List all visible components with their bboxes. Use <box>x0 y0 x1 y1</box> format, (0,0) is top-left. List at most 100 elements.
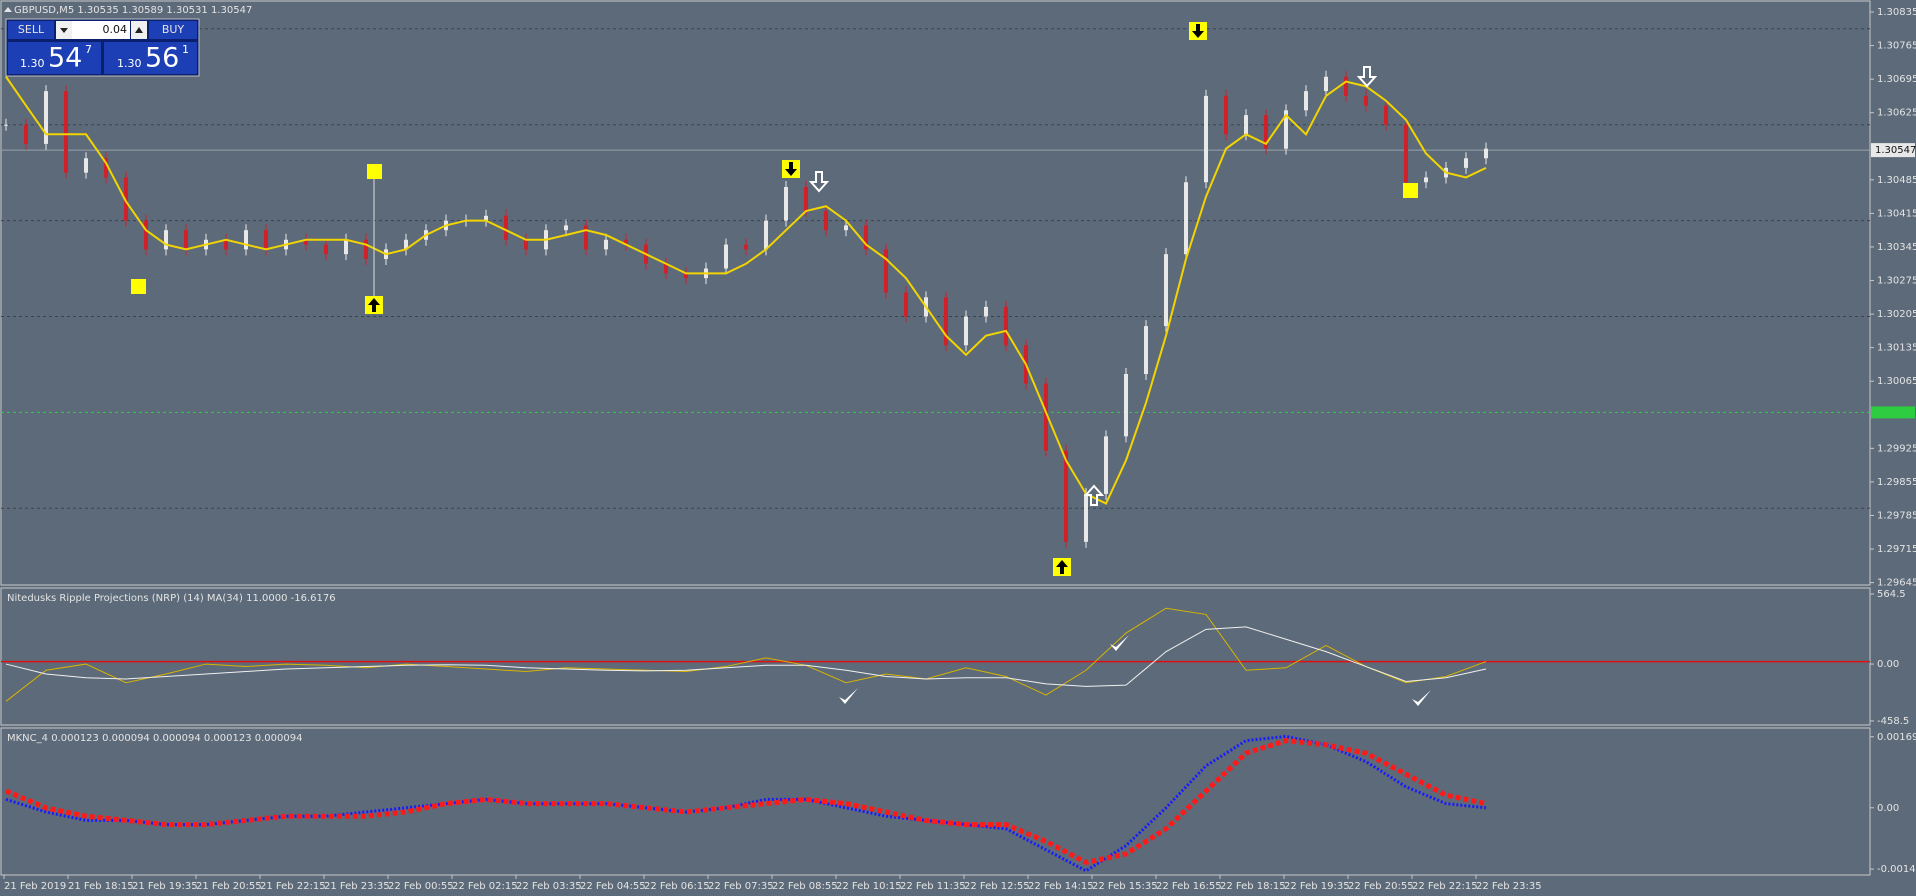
candle-body <box>1424 177 1428 183</box>
symbol-header: GBPUSD,M5 1.30535 1.30589 1.30531 1.3054… <box>14 5 252 16</box>
candle-body <box>1224 95 1228 135</box>
ask-box[interactable] <box>104 42 197 74</box>
sell-arrow <box>782 160 800 178</box>
sell-arrow <box>1189 22 1207 40</box>
signals <box>131 22 1431 706</box>
x-tick-label: 22 Feb 12:55 <box>964 881 1030 892</box>
candle-body <box>84 158 88 173</box>
ma-line <box>5 76 1487 505</box>
candle-body <box>1484 148 1488 159</box>
candle-body <box>1404 124 1408 183</box>
hollow-down-arrow <box>1356 66 1378 88</box>
candle-body <box>784 187 788 221</box>
candle-body <box>144 220 148 250</box>
y-tick-label: 1.30065 <box>1877 376 1916 387</box>
candle-body <box>944 297 948 346</box>
buy-label: BUY <box>162 23 185 36</box>
ask-big: 56 <box>145 43 179 74</box>
x-tick-label: 22 Feb 08:55 <box>772 881 838 892</box>
y-tick-label: 1.30765 <box>1877 41 1916 52</box>
candle-body <box>64 91 68 173</box>
x-tick-label: 22 Feb 04:55 <box>580 881 646 892</box>
x-tick-label: 22 Feb 15:35 <box>1092 881 1158 892</box>
candle-body <box>804 187 808 212</box>
candle-body <box>604 239 608 250</box>
lot-value: 0.04 <box>103 23 128 36</box>
candle-body <box>1344 76 1348 96</box>
candle-body <box>1384 105 1388 125</box>
y-tick-label: 1.29855 <box>1877 477 1916 488</box>
sell-button[interactable] <box>8 21 54 39</box>
bid-box[interactable] <box>8 42 101 74</box>
x-tick-label: 22 Feb 11:35 <box>900 881 966 892</box>
buy-arrow <box>1053 558 1071 576</box>
candle-body <box>1164 254 1168 327</box>
candle-body <box>1144 326 1148 375</box>
signal-square <box>1403 183 1418 198</box>
candle-body <box>1324 76 1328 92</box>
bid-prefix: 1.30 <box>20 57 45 70</box>
y-tick-label: -458.5 <box>1877 716 1909 727</box>
x-tick-label: 22 Feb 14:15 <box>1028 881 1094 892</box>
y-tick-label: 1.30485 <box>1877 175 1916 186</box>
mknc-panel <box>0 727 1871 876</box>
mknc-line <box>5 738 1487 866</box>
candle-body <box>744 244 748 250</box>
mknc-title: MKNC_4 0.000123 0.000094 0.000094 0.0001… <box>7 733 302 744</box>
buy-button[interactable] <box>149 21 197 39</box>
candle-body <box>764 220 768 250</box>
y-tick-label: 1.29925 <box>1877 443 1916 454</box>
x-tick-label: 22 Feb 23:35 <box>1476 881 1542 892</box>
candle-body <box>184 230 188 250</box>
x-tick-label: 22 Feb 19:35 <box>1284 881 1350 892</box>
candle-body <box>904 292 908 317</box>
candle-body <box>304 239 308 245</box>
candle-body <box>504 215 508 240</box>
candle-body <box>1064 450 1068 542</box>
candle-body <box>264 230 268 250</box>
candle-body <box>1364 95 1368 106</box>
candle-body <box>1204 95 1208 183</box>
bid-small: 7 <box>85 43 92 56</box>
x-tick-label: 22 Feb 20:55 <box>1348 881 1414 892</box>
down-icon <box>60 28 68 33</box>
y-tick-label: 0.001691 <box>1877 732 1916 743</box>
up-icon <box>135 27 143 33</box>
signal-square <box>367 164 382 179</box>
sell-label: SELL <box>18 23 45 36</box>
signal-square <box>131 279 146 294</box>
candle-body <box>984 306 988 317</box>
y-tick-label: 1.30625 <box>1877 108 1916 119</box>
x-tick-label: 22 Feb 03:35 <box>516 881 582 892</box>
x-tick-label: 22 Feb 06:15 <box>644 881 710 892</box>
one-click-trading: SELL 0.04 BUY 1.30 54 7 1.30 56 1 <box>5 18 200 77</box>
x-tick-label: 21 Feb 2019 <box>4 881 66 892</box>
bid-big: 54 <box>48 43 82 74</box>
x-tick-label: 22 Feb 07:35 <box>708 881 774 892</box>
y-tick-label: 1.29785 <box>1877 510 1916 521</box>
ask-small: 1 <box>182 43 189 56</box>
nrp-panel <box>0 587 1871 726</box>
y-tick-label: 1.30205 <box>1877 309 1916 320</box>
level-label <box>1871 406 1915 419</box>
main-panel <box>0 0 1871 586</box>
collapse-icon[interactable] <box>4 7 12 12</box>
current-price-label: 1.30547 <box>1875 145 1916 156</box>
candle-body <box>684 273 688 279</box>
hollow-down-arrow <box>808 171 830 193</box>
nrp-line <box>5 626 1487 687</box>
candle-body <box>1084 493 1088 542</box>
candle-body <box>964 316 968 346</box>
x-tick-label: 22 Feb 02:15 <box>452 881 518 892</box>
lot-input[interactable] <box>72 21 130 39</box>
candle-body <box>404 239 408 250</box>
candle-body <box>1104 436 1108 494</box>
candle-body <box>524 239 528 250</box>
y-tick-label: 0.00 <box>1877 659 1899 670</box>
nrp-title: Nitedusks Ripple Projections (NRP) (14) … <box>7 593 336 604</box>
candle-body <box>324 244 328 255</box>
candle-body <box>884 249 888 293</box>
candle-body <box>1184 182 1188 255</box>
